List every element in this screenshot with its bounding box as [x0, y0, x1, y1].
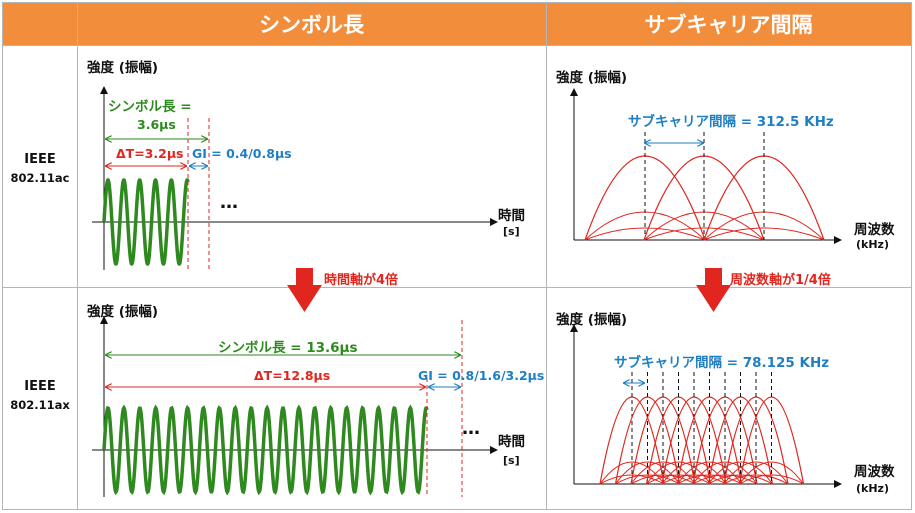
- ax-subcarrier-lobe: [630, 396, 696, 485]
- ax-subcarrier-lobe: [676, 396, 743, 485]
- row-label-ax-line2: 802.11ax: [10, 398, 70, 412]
- ax-subcarrier-lobe: [630, 474, 696, 485]
- ac-time-y-label: 強度 (振幅): [87, 60, 159, 76]
- ac-subcarrier-lobe: [643, 227, 765, 241]
- ac-ellipsis: …: [220, 192, 238, 213]
- header-subcarrier-spacing: サブキャリア間隔: [546, 3, 911, 45]
- ax-time-x-unit: [s]: [503, 454, 520, 467]
- ax-subcarrier-lobe: [723, 474, 789, 485]
- ax-subcarrier-lobe: [661, 474, 727, 485]
- ax-subcarrier-lobe: [646, 474, 711, 485]
- ax-time-x-label: 時間: [498, 434, 525, 450]
- ax-subcarrier-lobe: [739, 461, 804, 485]
- ax-subcarrier-lobe: [692, 396, 758, 485]
- ax-ellipsis: …: [462, 418, 480, 439]
- ax-subcarrier-lobe: [661, 396, 727, 485]
- ac-symbol-length-label2: 3.6μs: [137, 117, 176, 132]
- ac-freq-y-label: 強度 (振幅): [556, 70, 628, 86]
- ax-subcarrier-lobe: [739, 474, 804, 485]
- ax-subcarrier-lobe: [707, 396, 774, 485]
- header-corner: [3, 3, 77, 45]
- ac-subcarrier-label: サブキャリア間隔 = 312.5 KHz: [628, 114, 834, 130]
- ax-subcarrier-lobe: [692, 474, 758, 485]
- ac-symbol-length-label1: シンボル長 =: [108, 99, 192, 115]
- ax-subcarrier-lobe: [615, 474, 680, 485]
- divider-col1: [77, 3, 78, 509]
- ax-subcarrier-lobe: [599, 396, 665, 485]
- time-scale-down-arrow: [287, 268, 322, 312]
- ac-freq-x-label: 周波数: [854, 222, 895, 238]
- ac-time-x-unit: [s]: [503, 225, 520, 238]
- ac-delta-t-label: ΔT=3.2μs: [116, 146, 184, 161]
- header-symbol-length: シンボル長: [77, 3, 546, 45]
- ax-subcarrier-label: サブキャリア間隔 = 78.125 KHz: [614, 355, 830, 371]
- ax-subcarrier-lobe: [723, 396, 789, 485]
- ac-freq-x-unit: (kHz): [856, 238, 889, 251]
- ac-time-x-label: 時間: [498, 208, 525, 224]
- ax-waveform: [102, 404, 429, 496]
- ax-subcarrier-lobe: [599, 474, 665, 485]
- ax-subcarrier-lobe: [677, 474, 742, 485]
- row-label-ax-line1: IEEE: [24, 379, 56, 394]
- ac-waveform: [102, 178, 190, 266]
- ax-subcarrier-lobe: [614, 396, 681, 485]
- ax-freq-x-unit: (kHz): [856, 482, 889, 495]
- ax-freq-y-label: 強度 (振幅): [556, 312, 628, 328]
- divider-header: [3, 45, 911, 46]
- ax-subcarrier-lobe: [708, 474, 773, 485]
- row-label-ac-line2: 802.11ac: [10, 171, 70, 185]
- ac-gi-label: GI = 0.4/0.8μs: [192, 146, 292, 161]
- time-scale-note: 時間軸が4倍: [324, 273, 399, 288]
- ax-time-y-label: 強度 (振幅): [87, 304, 159, 320]
- divider-col2: [546, 3, 547, 509]
- ax-spectrum: [599, 372, 805, 485]
- row-label-ac: IEEE 802.11ac: [3, 151, 77, 187]
- ax-symbol-length-label: シンボル長 = 13.6μs: [218, 340, 358, 356]
- ax-freq-x-label: 周波数: [854, 464, 895, 480]
- ax-gi-label: GI = 0.8/1.6/3.2μs: [418, 368, 545, 383]
- ac-subcarrier-lobe: [584, 227, 706, 241]
- ax-delta-t-label: ΔT=12.8μs: [254, 368, 331, 383]
- divider-row: [3, 287, 911, 288]
- row-label-ac-line1: IEEE: [24, 152, 56, 167]
- ac-spectrum: [584, 132, 825, 241]
- freq-scale-down-arrow: [696, 268, 731, 312]
- ax-subcarrier-lobe: [645, 396, 712, 485]
- row-label-ax: IEEE 802.11ax: [3, 378, 77, 414]
- freq-scale-note: 周波数軸が1/4倍: [730, 273, 831, 288]
- ax-subcarrier-lobe: [738, 396, 805, 485]
- ac-subcarrier-lobe: [703, 227, 825, 241]
